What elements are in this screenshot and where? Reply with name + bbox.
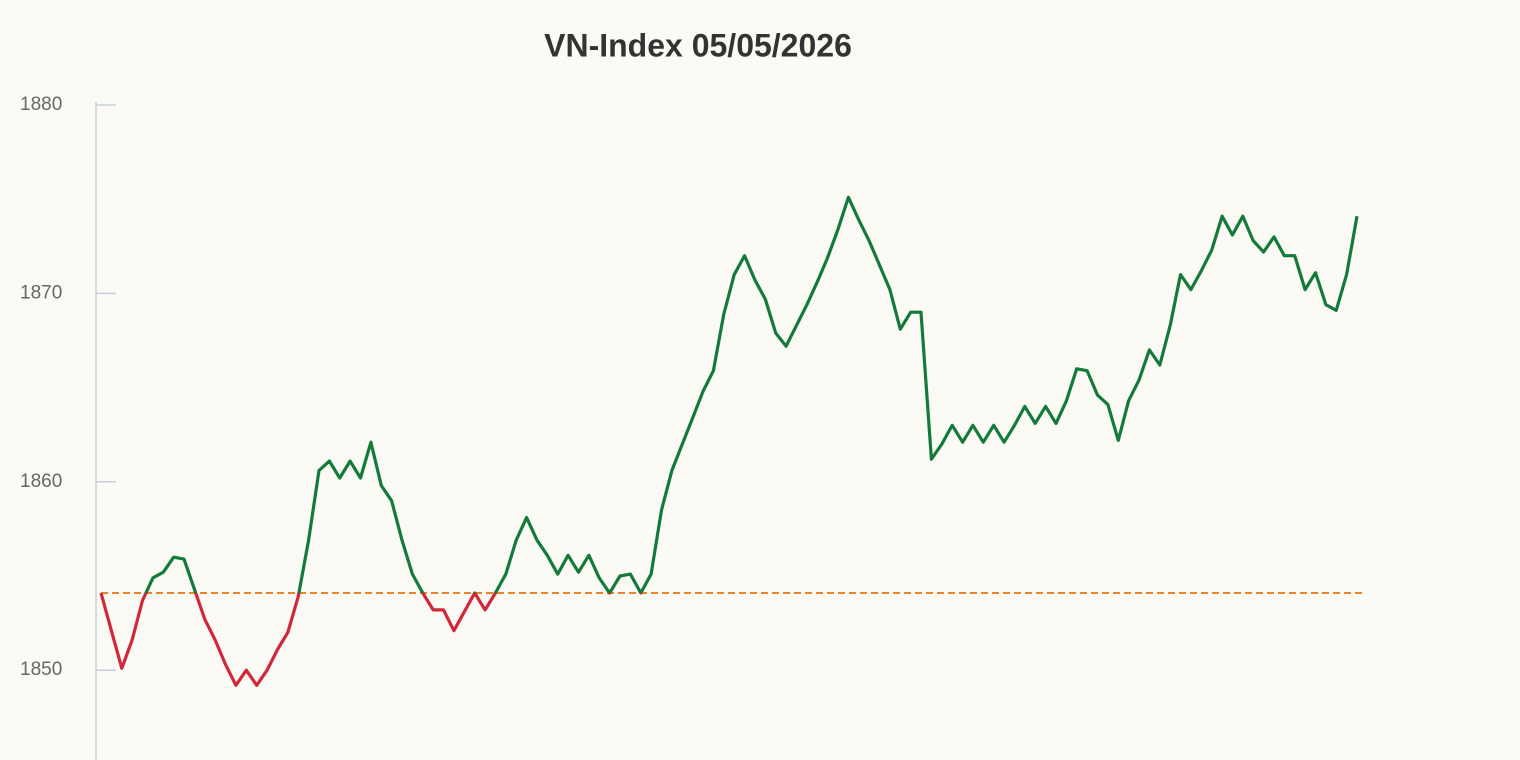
chart-title: VN-Index 05/05/2026 [544,27,852,63]
y-tick-label: 1850 [20,659,62,680]
y-tick-label: 1880 [20,94,62,115]
line-above [101,195,1359,593]
y-tick-label: 1870 [20,282,62,303]
y-tick-label: 1860 [20,471,62,492]
